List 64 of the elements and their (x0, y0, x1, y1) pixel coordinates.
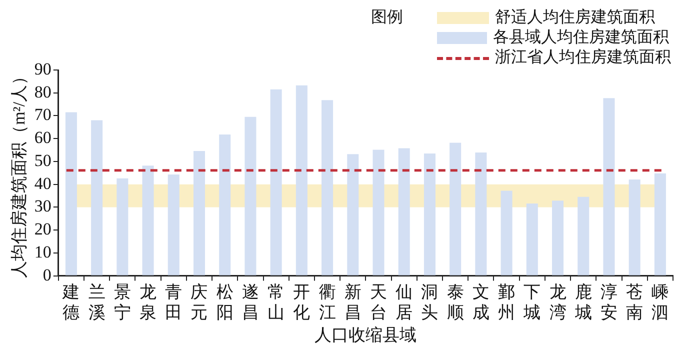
x-tick-label: 衢江 (318, 282, 336, 322)
bar (398, 148, 410, 276)
bar (193, 150, 206, 276)
y-tick-label: 90 (34, 59, 52, 78)
x-tick-label: 常山 (268, 282, 285, 322)
y-tick-label: 70 (34, 105, 52, 124)
x-tick-label: 鄞州 (498, 282, 516, 322)
legend-label: 浙江省人均住房建筑面积 (495, 48, 671, 68)
bar (296, 85, 308, 276)
bar (116, 178, 128, 276)
legend-title: 图例 (371, 8, 404, 28)
bar (347, 154, 359, 276)
x-tick-label: 天台 (370, 282, 388, 322)
x-axis-title: 人口收缩县域 (314, 325, 417, 344)
bar (244, 116, 256, 276)
bar (603, 98, 615, 276)
y-tick-label: 40 (34, 174, 52, 193)
bar (65, 112, 77, 276)
x-tick-label: 建德 (62, 282, 80, 322)
legend-label: 舒适人均住房建筑面积 (495, 8, 655, 28)
x-tick-label: 龙泉 (140, 282, 157, 322)
bar (424, 153, 436, 276)
bar (526, 204, 538, 276)
bar (91, 120, 103, 276)
bar (475, 152, 487, 276)
y-tick-label: 0 (42, 265, 52, 284)
y-tick-label: 50 (34, 150, 52, 170)
x-tick-label: 嵊泗 (652, 282, 669, 322)
bar (270, 89, 282, 276)
bar (628, 180, 640, 276)
y-tick-label: 30 (34, 196, 52, 216)
x-tick-label: 洞头 (421, 282, 438, 322)
bar (552, 200, 564, 276)
y-tick-label: 80 (34, 82, 52, 102)
x-tick-label: 庆元 (190, 282, 208, 322)
bar (450, 142, 462, 276)
y-axis-title: 人均住房建筑面积（m²/人） (10, 68, 29, 278)
y-tick-label: 60 (34, 128, 52, 148)
x-tick-label: 兰溪 (88, 282, 106, 322)
legend-label: 各县域人均住房建筑面积 (493, 28, 669, 48)
bar (168, 174, 180, 276)
x-tick-label: 新昌 (344, 282, 362, 322)
x-tick-label: 遂昌 (242, 282, 259, 322)
x-tick-label: 淳安 (600, 282, 618, 322)
x-tick-label: 鹿城 (574, 282, 592, 322)
bar (654, 173, 666, 276)
x-tick-label: 文成 (472, 282, 490, 322)
bar (372, 150, 384, 276)
x-tick-label: 景宁 (114, 282, 131, 322)
x-tick-label: 松阳 (216, 282, 234, 322)
x-tick-label: 下城 (522, 282, 541, 322)
bar (322, 100, 334, 276)
y-tick-label: 10 (34, 242, 52, 262)
bar (219, 134, 231, 276)
bar (142, 166, 154, 276)
y-tick-label: 20 (34, 220, 52, 239)
x-tick-label: 青田 (165, 282, 182, 322)
x-tick-label: 泰顺 (446, 282, 464, 322)
bar (500, 190, 512, 276)
x-tick-label: 龙湾 (549, 282, 566, 322)
x-tick-label: 苍南 (626, 282, 644, 322)
bar (578, 196, 590, 276)
x-tick-label: 仙居 (396, 282, 413, 322)
x-tick-label: 开化 (293, 282, 310, 322)
